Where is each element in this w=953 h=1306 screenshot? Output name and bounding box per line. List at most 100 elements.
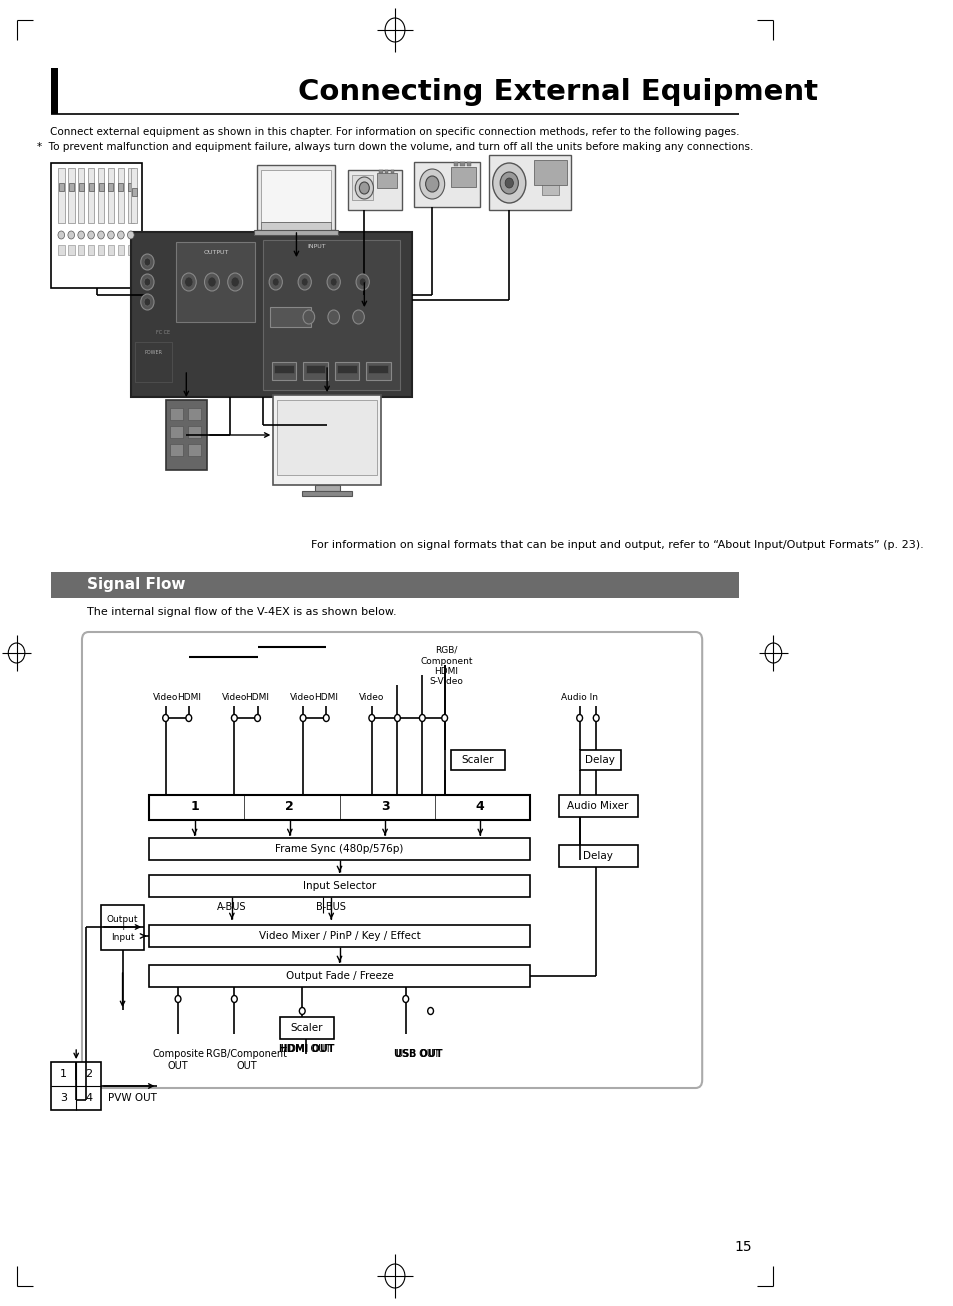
Text: Composite: Composite <box>152 1049 204 1059</box>
Text: FC CE: FC CE <box>155 329 170 334</box>
Circle shape <box>231 277 239 287</box>
Circle shape <box>355 178 373 199</box>
Text: RGB/Component: RGB/Component <box>206 1049 287 1059</box>
Text: The internal signal flow of the V-4EX is as shown below.: The internal signal flow of the V-4EX is… <box>87 607 396 616</box>
Text: S-Video: S-Video <box>429 678 463 687</box>
Bar <box>454 162 457 166</box>
Text: HDMI OUT: HDMI OUT <box>281 1043 331 1054</box>
Bar <box>302 491 352 496</box>
Bar <box>260 170 331 222</box>
Bar <box>260 222 331 230</box>
Bar <box>58 246 65 255</box>
Circle shape <box>228 273 242 291</box>
Bar <box>188 426 201 438</box>
Circle shape <box>355 274 369 290</box>
Circle shape <box>359 278 366 286</box>
Circle shape <box>323 714 329 721</box>
Text: Scaler: Scaler <box>290 1023 322 1033</box>
Text: Video: Video <box>358 693 384 703</box>
Bar <box>335 362 359 380</box>
Text: HDMI OUT: HDMI OUT <box>278 1043 334 1054</box>
Bar <box>58 168 65 223</box>
Bar <box>253 230 337 235</box>
Text: *  To prevent malfunction and equipment failure, always turn down the volume, an: * To prevent malfunction and equipment f… <box>37 142 752 151</box>
Bar <box>149 965 530 987</box>
Circle shape <box>499 172 517 195</box>
Bar <box>277 400 376 475</box>
Bar <box>170 407 183 421</box>
Circle shape <box>144 298 151 306</box>
Bar <box>108 246 114 255</box>
Circle shape <box>97 231 104 239</box>
Bar <box>460 162 464 166</box>
Text: Output: Output <box>107 914 138 923</box>
Bar <box>488 155 571 210</box>
Text: 2: 2 <box>285 801 294 814</box>
Bar <box>51 1062 101 1110</box>
Bar <box>352 175 373 200</box>
Bar <box>274 364 294 374</box>
Bar <box>270 307 311 326</box>
Circle shape <box>425 176 438 192</box>
Text: USB OUT: USB OUT <box>395 1049 439 1059</box>
Bar <box>391 170 394 172</box>
Circle shape <box>299 1007 305 1015</box>
Text: USB OUT: USB OUT <box>394 1049 442 1059</box>
Bar <box>129 183 133 191</box>
Bar <box>149 838 530 859</box>
Text: Video: Video <box>152 693 178 703</box>
Circle shape <box>395 714 400 721</box>
Bar <box>273 394 380 485</box>
Circle shape <box>441 714 447 721</box>
Text: Delay: Delay <box>585 755 615 765</box>
Text: 15: 15 <box>734 1239 752 1254</box>
Bar <box>314 485 339 491</box>
Bar <box>59 183 64 191</box>
Circle shape <box>88 231 94 239</box>
Bar <box>558 795 637 818</box>
Bar <box>279 1017 334 1040</box>
Bar <box>51 163 142 289</box>
Bar <box>305 364 325 374</box>
Text: +: + <box>119 923 126 932</box>
Circle shape <box>117 231 124 239</box>
Text: For information on signal formats that can be input and output, refer to “About : For information on signal formats that c… <box>310 539 923 550</box>
Circle shape <box>300 714 306 721</box>
Bar <box>88 246 94 255</box>
Bar <box>149 795 530 820</box>
Circle shape <box>577 714 582 721</box>
Circle shape <box>427 1007 433 1015</box>
Text: Frame Sync (480p/576p): Frame Sync (480p/576p) <box>275 844 403 854</box>
Text: Component: Component <box>419 657 472 666</box>
Bar <box>303 362 328 380</box>
Text: OUT: OUT <box>168 1060 188 1071</box>
Circle shape <box>175 995 181 1003</box>
Bar <box>368 364 388 374</box>
Bar <box>131 168 137 223</box>
Circle shape <box>181 273 196 291</box>
Bar <box>97 246 104 255</box>
Circle shape <box>269 274 282 290</box>
Text: Delay: Delay <box>582 852 612 861</box>
Bar <box>98 183 103 191</box>
Bar <box>149 925 530 947</box>
Circle shape <box>208 277 216 287</box>
Circle shape <box>141 274 153 290</box>
Bar <box>379 170 382 172</box>
Bar <box>68 168 74 223</box>
Bar <box>118 183 123 191</box>
Text: A-BUS: A-BUS <box>217 902 246 912</box>
Circle shape <box>297 274 311 290</box>
Circle shape <box>402 995 408 1003</box>
Circle shape <box>144 278 151 286</box>
Circle shape <box>303 310 314 324</box>
Bar <box>128 168 134 223</box>
Bar <box>376 172 397 188</box>
Bar <box>534 161 567 185</box>
Bar <box>68 246 74 255</box>
Bar <box>385 170 388 172</box>
Bar <box>78 246 85 255</box>
Bar <box>366 362 391 380</box>
Text: Input: Input <box>111 932 134 942</box>
Bar <box>101 905 144 949</box>
